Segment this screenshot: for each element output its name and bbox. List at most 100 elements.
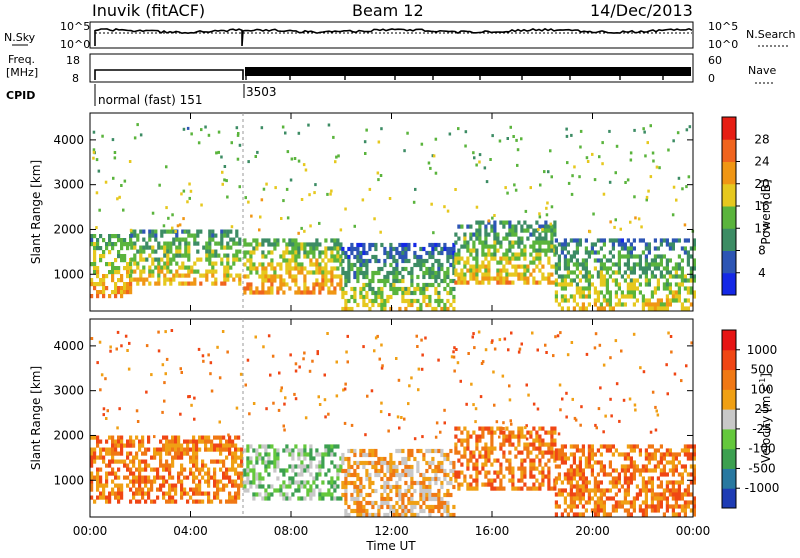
velocity-cell — [611, 484, 615, 489]
velocity-cell — [529, 474, 533, 479]
velocity-cell — [168, 487, 172, 492]
velocity-cell — [132, 491, 136, 496]
power-cell — [126, 270, 130, 275]
power-scatter-cell — [197, 141, 201, 145]
velocity-cell — [626, 468, 630, 473]
velocity-cell — [629, 480, 633, 485]
velocity-cell — [285, 448, 289, 453]
power-cell — [487, 232, 491, 237]
velocity-cell — [324, 448, 328, 453]
power-cell — [359, 258, 363, 264]
velocity-cell — [469, 486, 473, 491]
power-cell — [404, 242, 408, 248]
power-cell — [181, 253, 185, 258]
velocity-cell — [249, 468, 253, 473]
power-cell — [446, 306, 450, 312]
power-scatter-cell — [430, 202, 433, 206]
power-cell — [139, 269, 143, 274]
power-cell — [563, 298, 567, 303]
power-cell — [252, 266, 256, 271]
velocity-cell — [623, 492, 627, 497]
power-cell — [105, 242, 109, 247]
velocity-cell — [180, 495, 184, 500]
velocity-cell — [228, 439, 232, 444]
power-cell — [538, 232, 542, 237]
velocity-cell — [490, 442, 494, 447]
velocity-cell — [210, 447, 214, 452]
velocity-scatter-cell — [180, 371, 183, 374]
velocity-cell — [650, 488, 654, 493]
power-scatter-cell — [634, 216, 637, 220]
power-cell — [90, 278, 94, 283]
power-cell — [532, 228, 536, 233]
velocity-cell — [165, 499, 169, 504]
velocity-cell — [547, 474, 551, 479]
power-scatter-cell — [427, 161, 431, 165]
power-cell — [671, 238, 675, 243]
power-cell — [496, 240, 500, 245]
velocity-cell — [243, 488, 247, 493]
velocity-cell — [554, 452, 558, 457]
velocity-cell — [389, 468, 393, 474]
power-scatter-cell — [513, 183, 516, 187]
power-cell — [347, 298, 351, 304]
velocity-cell — [207, 467, 211, 472]
power-cell — [563, 262, 567, 267]
power-cell — [484, 252, 488, 257]
power-cell — [300, 246, 304, 251]
power-cell — [142, 229, 146, 234]
velocity-cell — [90, 451, 94, 456]
velocity-cell — [454, 426, 458, 431]
power-cell — [187, 265, 191, 270]
power-cell — [472, 240, 476, 245]
power-cell — [623, 294, 627, 299]
velocity-cell — [102, 483, 106, 488]
power-cell — [422, 290, 426, 296]
power-cell — [99, 258, 103, 263]
velocity-cell — [303, 496, 307, 501]
velocity-cell — [398, 492, 402, 498]
power-cell — [214, 269, 218, 274]
power-cell — [184, 253, 188, 258]
velocity-cell — [395, 464, 399, 470]
velocity-cell — [484, 426, 488, 431]
velocity-cell — [383, 496, 387, 502]
power-cell — [243, 250, 247, 255]
power-cell — [493, 256, 497, 261]
velocity-cell — [231, 459, 235, 464]
velocity-cell — [350, 448, 354, 454]
velocity-cell — [508, 434, 512, 439]
velocity-cell — [249, 456, 253, 461]
power-scatter-cell — [182, 189, 186, 193]
velocity-cell — [168, 467, 172, 472]
velocity-cell — [538, 442, 542, 447]
velocity-cell — [674, 480, 678, 485]
velocity-cell — [529, 462, 533, 467]
power-cell — [425, 250, 429, 256]
velocity-cell — [457, 426, 461, 431]
velocity-cell — [422, 496, 426, 502]
velocity-cell — [219, 499, 223, 504]
velocity-cell — [680, 464, 684, 469]
velocity-cell — [626, 476, 630, 481]
velocity-cell — [590, 448, 594, 453]
power-cell — [261, 282, 265, 287]
power-cell — [650, 306, 654, 311]
velocity-cell — [437, 460, 441, 466]
power-scatter-cell — [235, 126, 239, 130]
power-scatter-cell — [274, 186, 277, 190]
power-cell — [452, 270, 456, 276]
power-cell — [324, 274, 328, 279]
power-cell — [596, 298, 600, 303]
power-colorbar-tick-label: 20 — [754, 177, 769, 191]
velocity-cell — [153, 475, 157, 480]
power-cell — [223, 233, 227, 238]
power-cell — [353, 270, 357, 276]
power-colorbar-swatch — [722, 117, 736, 140]
velocity-cell — [671, 496, 675, 501]
power-cell — [211, 265, 215, 270]
power-cell — [368, 298, 372, 304]
velocity-cell — [237, 491, 241, 496]
power-cell — [229, 273, 233, 278]
velocity-cell — [96, 467, 100, 472]
